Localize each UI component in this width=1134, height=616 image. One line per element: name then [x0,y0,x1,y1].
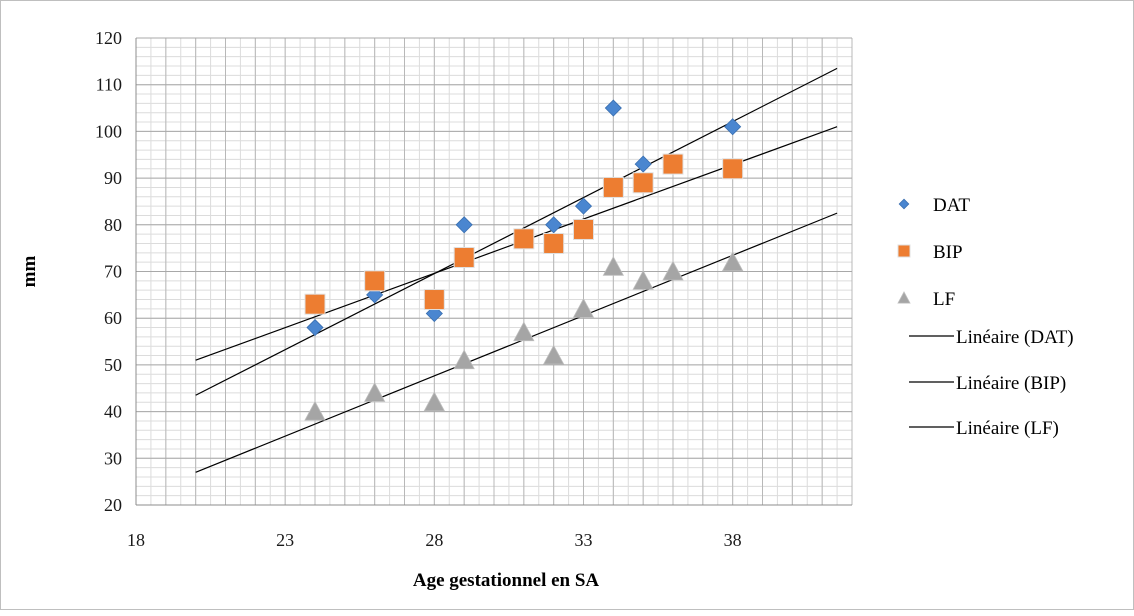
y-tick-label: 50 [104,355,122,375]
x-tick-label: 23 [276,530,294,550]
bip-point [513,228,535,250]
dat-point [455,216,473,234]
y-tick-label: 60 [104,308,122,328]
y-tick-label: 70 [104,262,122,282]
legend-label-trendline: Linéaire (BIP) [956,373,1066,394]
y-tick-label: 110 [96,75,122,95]
dat-point [724,118,742,136]
legend-marker-bip [897,244,911,258]
dat-point [545,216,563,234]
dat-point [306,318,324,337]
x-tick-label: 38 [724,530,742,550]
lf-point [513,321,535,342]
y-axis-title: mm [19,256,40,288]
axes [135,38,852,506]
lf-point [602,255,625,276]
x-tick-label: 33 [575,530,593,550]
legend-label-trendline: Linéaire (DAT) [956,327,1074,348]
bip-point [453,246,475,268]
dat-point [634,155,652,173]
trendline [195,212,838,473]
lf-point [423,391,446,412]
y-tick-label: 30 [104,448,122,468]
bip-point [662,153,684,175]
lf-point [572,298,595,318]
bip-point [423,289,445,311]
legend-label-bip: BIP [933,242,963,263]
y-tick-label: 80 [104,215,122,235]
y-tick-label: 20 [104,495,122,515]
lf-point [632,269,654,290]
dat-point [604,99,622,117]
bip-point [364,270,386,292]
y-tick-label: 40 [104,402,122,422]
bip-point [543,232,565,254]
lf-point [304,400,326,421]
dat-point [574,197,593,215]
legend-label-dat: DAT [933,195,970,216]
y-tick-label: 120 [95,28,122,48]
x-axis-title: Age gestationnel en SA [413,570,600,591]
data-points [304,99,744,421]
lf-point [662,260,684,281]
legend-marker-dat [898,198,910,210]
bip-point [632,172,654,194]
lf-point [542,344,565,365]
bip-point [602,176,624,198]
x-tick-label: 18 [127,530,145,550]
lf-point [453,349,475,370]
bip-point [304,293,326,315]
y-tick-label: 90 [104,168,122,188]
bip-point [573,218,594,240]
tick-labels: 20 30 40 50 60 70 80 90 100 110 120 18 23 28 33 38 [95,28,742,550]
legend-label-trendline: Linéaire (LF) [956,418,1059,439]
legend-marker-lf [897,291,911,304]
y-tick-label: 100 [95,121,122,141]
legend-label-lf: LF [933,289,955,310]
bip-point [722,158,744,180]
lf-point [721,251,744,272]
x-tick-label: 28 [425,530,443,550]
lf-point [363,382,386,402]
major-gridlines [135,37,853,506]
